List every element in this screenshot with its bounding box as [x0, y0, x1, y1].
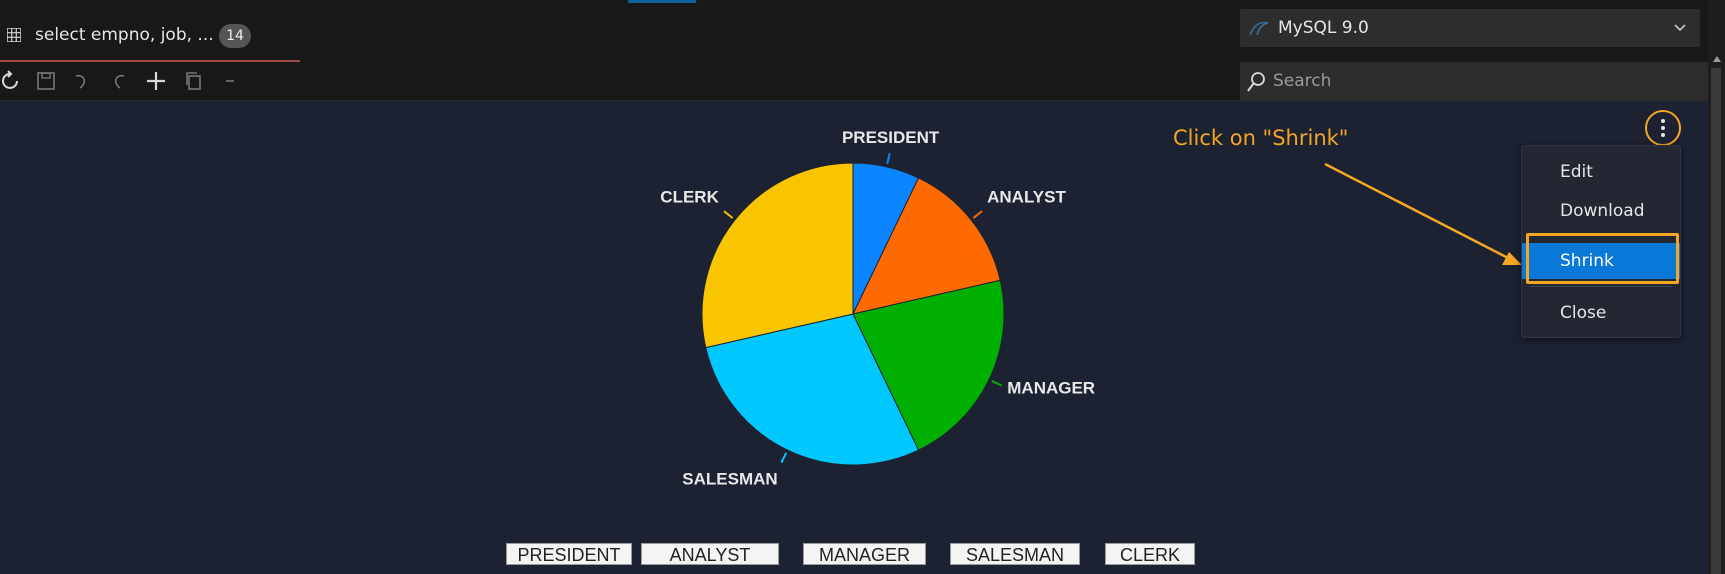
legend-item-clerk[interactable]: CLERK: [1105, 543, 1195, 565]
pie-slice-salesman[interactable]: [705, 313, 920, 466]
copy-icon[interactable]: [183, 70, 205, 92]
leader-line-president: [886, 152, 891, 165]
shrink-highlight-box: [1526, 233, 1679, 284]
scrollbar-thumb[interactable]: [1711, 68, 1721, 574]
menu-separator: [1530, 286, 1672, 287]
active-indicator: [628, 0, 696, 3]
undo-icon[interactable]: [70, 70, 92, 92]
database-selector[interactable]: MySQL 9.0: [1240, 9, 1700, 47]
minus-icon[interactable]: [220, 70, 242, 92]
leader-line-analyst: [972, 210, 983, 219]
redo-icon[interactable]: [108, 70, 130, 92]
legend-item-salesman[interactable]: SALESMAN: [950, 543, 1080, 565]
chevron-down-icon: [1674, 24, 1686, 32]
menu-item-edit[interactable]: Edit: [1560, 162, 1593, 182]
pie-slice-clerk[interactable]: [701, 162, 854, 349]
mysql-dolphin-icon: [1249, 21, 1269, 36]
leader-line-clerk: [723, 210, 734, 219]
table-grid-icon: [7, 28, 21, 42]
editor-toolbar: Search: [0, 62, 1710, 101]
menu-item-shrink[interactable]: Shrink: [1522, 243, 1680, 279]
leader-line-manager: [991, 379, 1003, 387]
vertical-scrollbar[interactable]: [1708, 0, 1725, 574]
menu-item-close[interactable]: Close: [1560, 303, 1607, 323]
search-box[interactable]: Search: [1240, 62, 1710, 100]
pie-label-clerk: CLERK: [660, 188, 719, 207]
leader-line-salesman: [780, 452, 788, 464]
pie-label-salesman: SALESMAN: [682, 469, 777, 488]
search-icon: [1247, 72, 1265, 92]
pie-label-manager: MANAGER: [1007, 378, 1095, 397]
search-placeholder: Search: [1273, 71, 1332, 91]
context-menu: Edit Download Shrink Close: [1521, 145, 1681, 338]
plus-icon[interactable]: [145, 70, 167, 92]
pie-label-analyst: ANALYST: [987, 188, 1066, 207]
arrow-head-icon: [1502, 252, 1522, 265]
menu-item-download[interactable]: Download: [1560, 201, 1645, 221]
top-bar: select empno, job, ... 14 MySQL 9.0: [0, 0, 1708, 62]
scroll-up-arrow-icon[interactable]: [1713, 56, 1721, 62]
refresh-icon[interactable]: [0, 70, 22, 92]
arrow-line: [1324, 162, 1513, 262]
legend-item-president[interactable]: PRESIDENT: [506, 543, 632, 565]
query-tab[interactable]: select empno, job, ... 14: [0, 14, 300, 62]
pie-slice-analyst[interactable]: [852, 177, 1001, 315]
pie-slice-manager[interactable]: [852, 279, 1005, 451]
tab-label: select empno, job, ...: [35, 25, 214, 45]
database-label: MySQL 9.0: [1278, 18, 1369, 38]
more-options-icon[interactable]: [1645, 110, 1681, 146]
pie-label-president: PRESIDENT: [842, 128, 940, 147]
row-count-badge: 14: [219, 24, 251, 48]
instruction-annotation: Click on "Shrink": [1173, 126, 1349, 150]
legend-item-analyst[interactable]: ANALYST: [641, 543, 779, 565]
save-icon[interactable]: [35, 70, 57, 92]
legend-item-manager[interactable]: MANAGER: [803, 543, 926, 565]
